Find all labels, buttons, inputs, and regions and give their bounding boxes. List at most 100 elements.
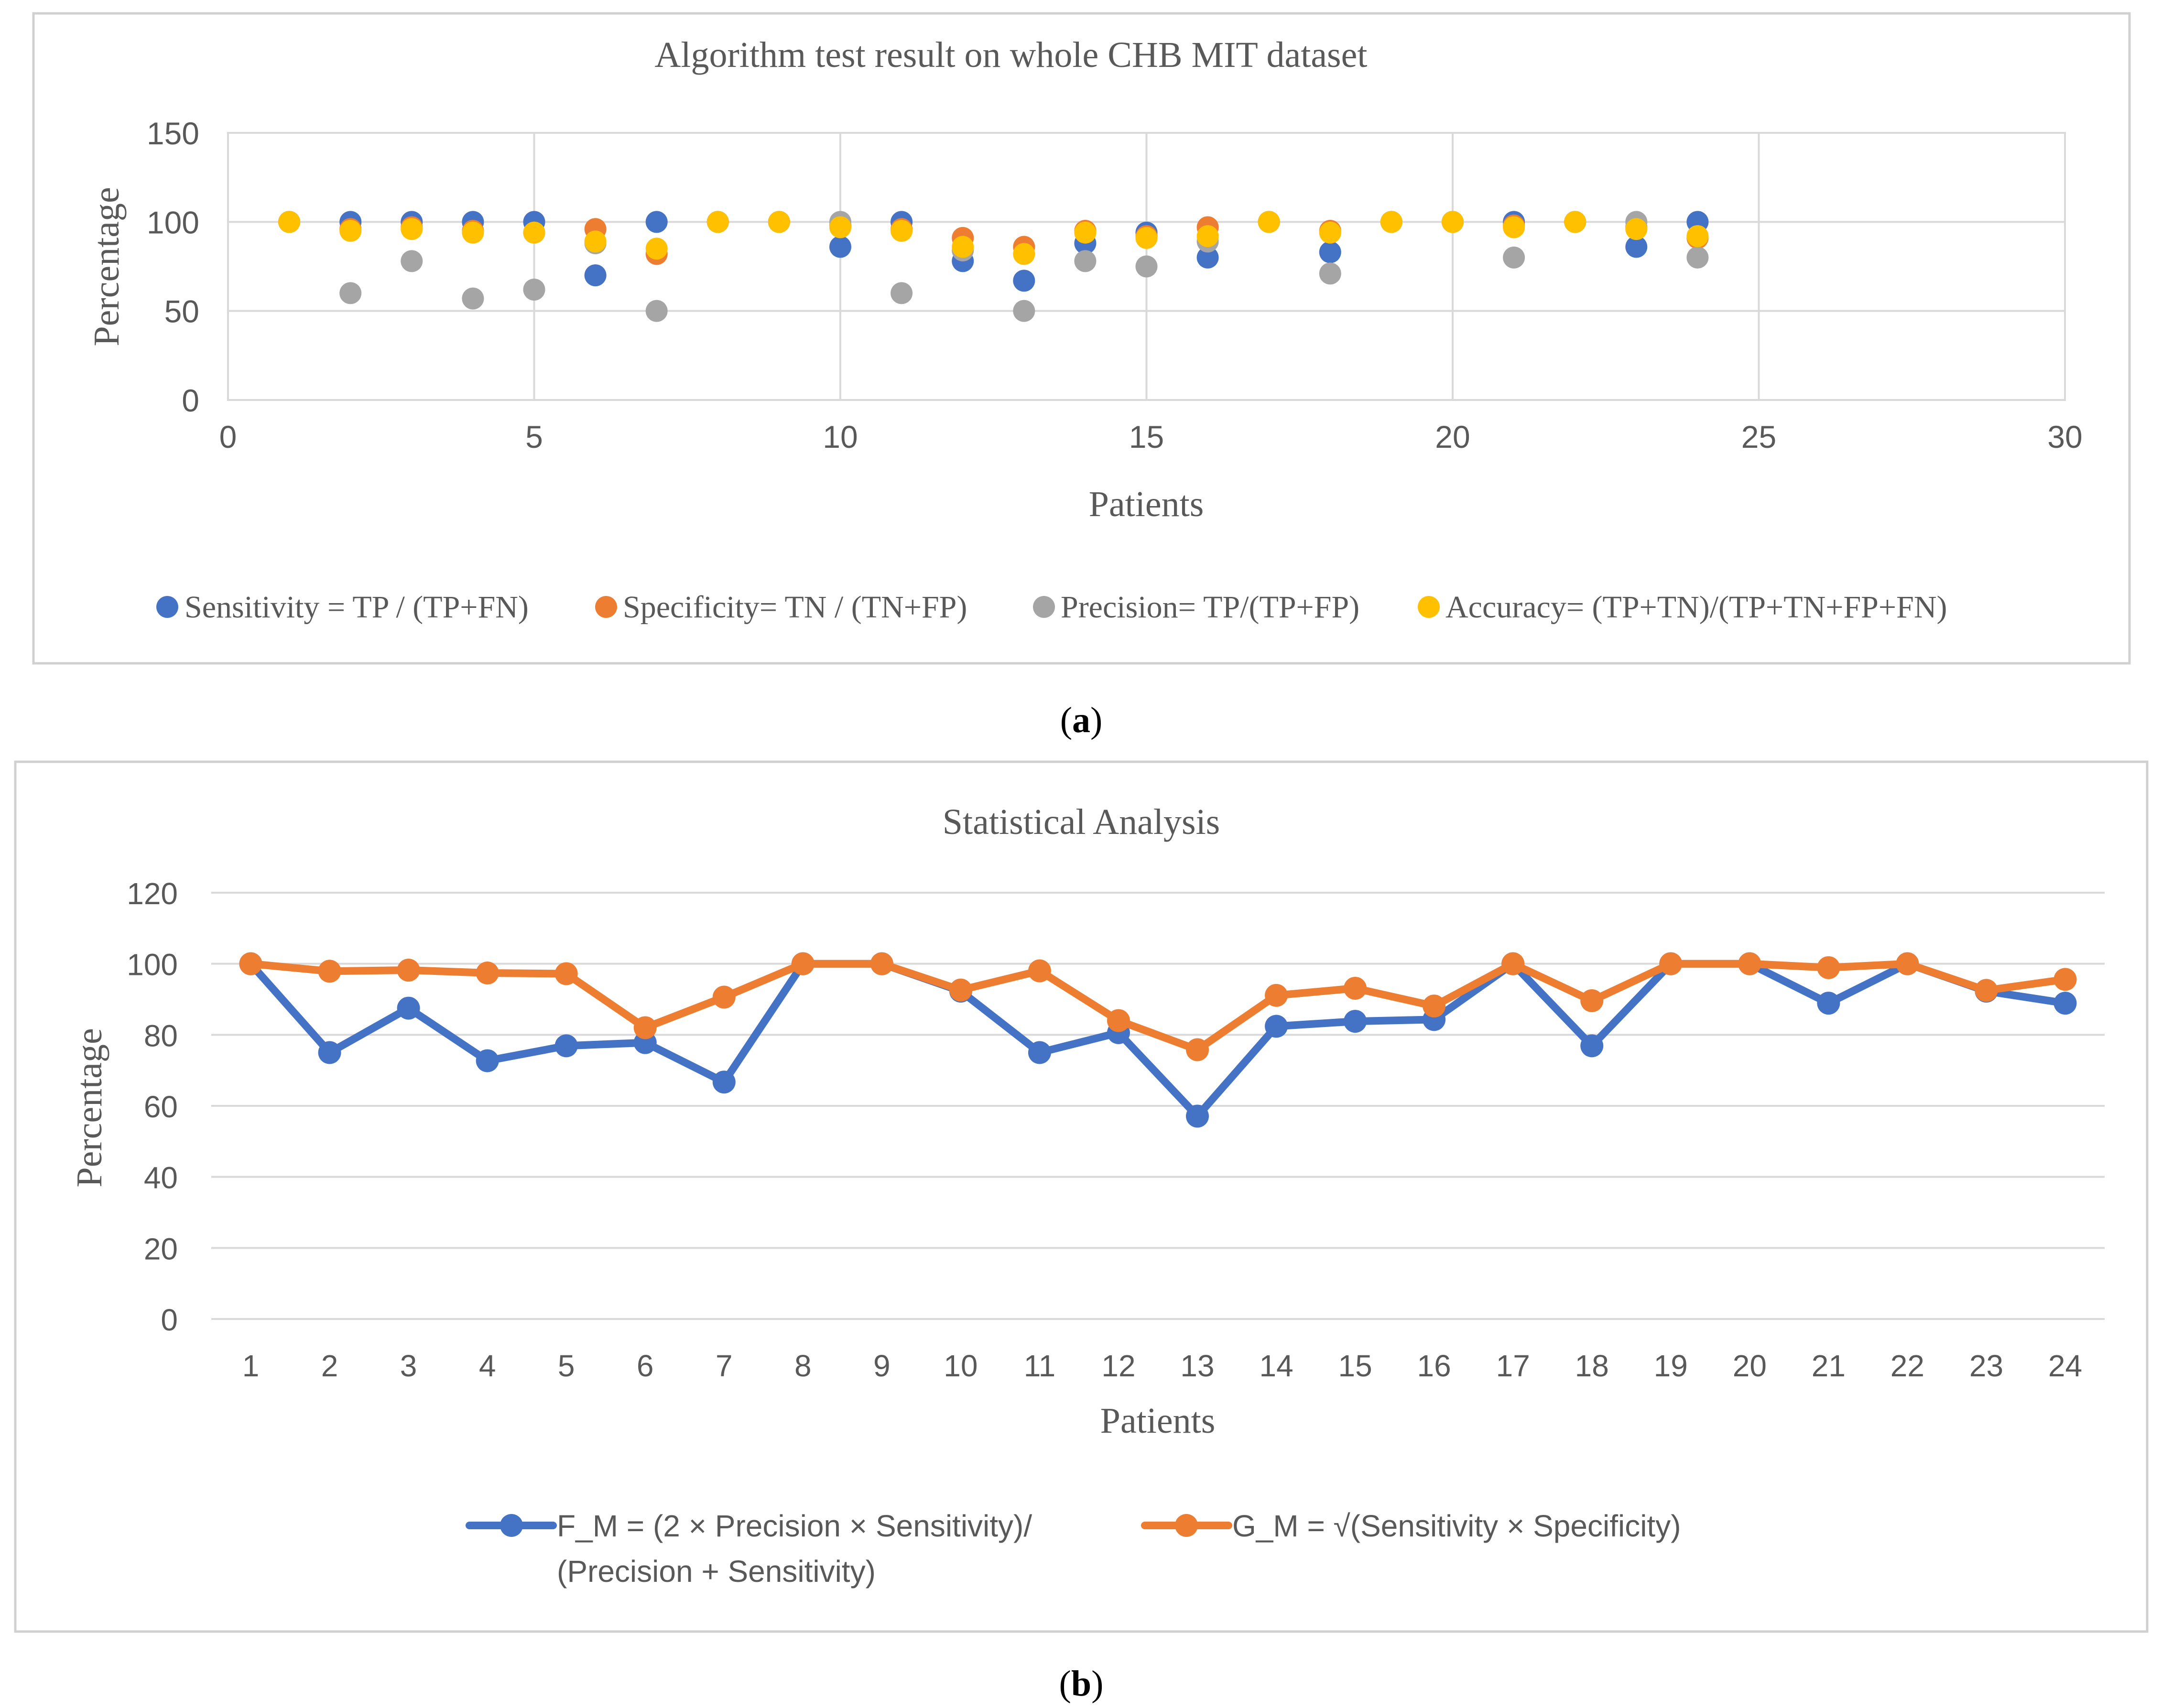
chart-b-x-tick-label: 10 — [944, 1349, 978, 1383]
chart-a-point-precision — [645, 300, 668, 322]
chart-a-x-ticks: 0 5 10 15 20 25 30 — [219, 419, 2083, 454]
chart-a-plot-border — [227, 132, 2066, 401]
chart-b-point-g-m — [1265, 984, 1288, 1007]
legend-label-specificity: Specificity= TN / (TN+FP) — [623, 590, 967, 625]
chart-b-point-f-m — [2053, 992, 2077, 1015]
chart-b-x-tick-label: 15 — [1338, 1349, 1372, 1383]
chart-b-point-g-m — [1659, 952, 1683, 975]
chart-b-y-tick-label: 0 — [161, 1303, 178, 1337]
chart-a-point-accuracy — [1442, 211, 1464, 233]
chart-a-point-accuracy — [401, 218, 423, 240]
chart-a-x-tick-label: 5 — [525, 419, 543, 454]
chart-b-point-f-m — [1028, 1041, 1051, 1064]
chart-a-x-tick-label: 20 — [1435, 419, 1470, 454]
chart-b-point-g-m — [1186, 1038, 1209, 1061]
chart-a-point-accuracy — [1564, 211, 1586, 233]
chart-a-point-accuracy — [1258, 211, 1280, 233]
chart-b-point-g-m — [633, 1016, 657, 1039]
legend-item-precision: Precision= TP/(TP+FP) — [1033, 590, 1359, 625]
legend-label-precision: Precision= TP/(TP+FP) — [1061, 590, 1359, 625]
chart-b-x-tick-label: 5 — [558, 1349, 575, 1383]
chart-b-y-tick-label: 100 — [127, 948, 178, 982]
chart-a-markers — [278, 211, 1709, 322]
chart-b-point-g-m — [1107, 1009, 1130, 1032]
chart-a-x-tick-label: 30 — [2047, 419, 2082, 454]
chart-a-point-accuracy — [829, 216, 851, 238]
chart-b-point-g-m — [1028, 959, 1051, 983]
chart-a-x-tick-label: 25 — [1741, 419, 1776, 454]
chart-b-x-tick-label: 17 — [1496, 1349, 1530, 1383]
chart-a-y-axis-label: Percentage — [87, 187, 127, 346]
chart-b-y-tick-label: 20 — [144, 1232, 178, 1266]
legend-label-f-m-line-2: (Precision + Sensitivity) — [557, 1554, 876, 1589]
chart-b-x-tick-label: 18 — [1575, 1349, 1609, 1383]
panel-a: Algorithm test result on whole CHB MIT d… — [32, 12, 2131, 665]
chart-b-series-g-m — [239, 952, 2077, 1061]
legend-marker-specificity — [595, 596, 617, 618]
legend-label-sensitivity: Sensitivity = TP / (TP+FN) — [185, 590, 529, 625]
chart-a-point-accuracy — [339, 219, 362, 242]
chart-b-point-g-m — [397, 959, 420, 982]
chart-b-point-f-m — [712, 1070, 736, 1094]
chart-b-line-g-m — [247, 960, 2069, 1054]
chart-b-x-tick-label: 24 — [2048, 1349, 2082, 1383]
chart-b-point-g-m — [949, 978, 972, 1002]
legend-label-f-m-line-1: F_M = (2 × Precision × Sensitivity)/ — [557, 1509, 1032, 1543]
legend-label-accuracy: Accuracy= (TP+TN)/(TP+TN+FP+FN) — [1445, 590, 1947, 625]
chart-b-x-tick-label: 21 — [1812, 1349, 1846, 1383]
chart-a-point-accuracy — [278, 211, 301, 233]
chart-b-y-tick-label: 80 — [144, 1018, 178, 1053]
chart-b-point-f-m — [554, 1034, 578, 1058]
chart-b-x-tick-label: 2 — [321, 1349, 338, 1383]
legend-marker-f-m — [500, 1514, 523, 1537]
legend-marker-precision — [1033, 596, 1055, 618]
chart-a-point-accuracy — [891, 219, 913, 242]
chart-b-x-tick-label: 11 — [1024, 1349, 1055, 1383]
chart-b-point-f-m — [318, 1041, 341, 1064]
chart-b-x-tick-label: 20 — [1733, 1349, 1767, 1383]
chart-a-point-sensitivity — [1196, 246, 1219, 269]
chart-b-point-f-m — [1580, 1034, 1604, 1058]
panel-a-frame — [32, 12, 2131, 665]
chart-b-x-tick-label: 7 — [716, 1349, 733, 1383]
chart-a-point-accuracy — [523, 221, 545, 244]
chart-a-point-precision — [1135, 255, 1158, 278]
chart-a-point-accuracy — [1135, 227, 1158, 249]
chart-b-legend: F_M = (2 × Precision × Sensitivity)/ (Pr… — [466, 1509, 1681, 1589]
chart-a-y-tick-label: 0 — [182, 383, 199, 418]
chart-b-x-ticks: 1 2 3 4 5 6 7 8 9 10 11 12 13 14 15 16 17 18 19 20 21 22 23 24 — [242, 1349, 2082, 1383]
chart-b-point-g-m — [239, 952, 262, 975]
chart-a-x-tick-label: 0 — [219, 419, 237, 454]
chart-a-point-accuracy — [462, 221, 484, 244]
chart-a-x-tick-label: 15 — [1129, 419, 1164, 454]
chart-a-point-precision — [1686, 246, 1709, 269]
panel-a-caption: (a) — [1060, 700, 1103, 740]
chart-a-point-sensitivity — [1625, 236, 1648, 258]
chart-a-series-accuracy — [278, 211, 1709, 265]
chart-b-series — [239, 952, 2077, 1128]
chart-a-point-precision — [1319, 262, 1341, 285]
chart-b-x-tick-label: 13 — [1180, 1349, 1214, 1383]
chart-b-x-tick-label: 4 — [479, 1349, 496, 1383]
chart-b-point-g-m — [1344, 976, 1367, 1000]
chart-b-line-f-m — [247, 960, 2069, 1120]
chart-a-legend: Sensitivity = TP / (TP+FN) Specificity= … — [156, 590, 1947, 625]
chart-a-point-accuracy — [1074, 221, 1097, 244]
chart-a-point-precision — [523, 278, 545, 301]
chart-a-x-tick-label: 10 — [823, 419, 858, 454]
chart-b-x-tick-label: 6 — [637, 1349, 654, 1383]
chart-b-x-axis-label: Patients — [1100, 1401, 1216, 1441]
chart-a-point-precision — [1013, 300, 1035, 322]
chart-a-point-precision — [401, 250, 423, 272]
chart-b-x-tick-label: 1 — [242, 1349, 260, 1383]
chart-b-x-tick-label: 19 — [1654, 1349, 1688, 1383]
chart-a-title: Algorithm test result on whole CHB MIT d… — [655, 35, 1368, 75]
chart-a-point-accuracy — [1319, 221, 1341, 244]
chart-a-point-sensitivity — [645, 211, 668, 233]
legend-item-g-m: G_M = √(Sensitivity × Specificity) — [1141, 1509, 1681, 1543]
chart-b-title: Statistical Analysis — [943, 802, 1220, 842]
chart-b-point-g-m — [1423, 995, 1446, 1018]
chart-b-point-f-m — [1186, 1104, 1209, 1128]
